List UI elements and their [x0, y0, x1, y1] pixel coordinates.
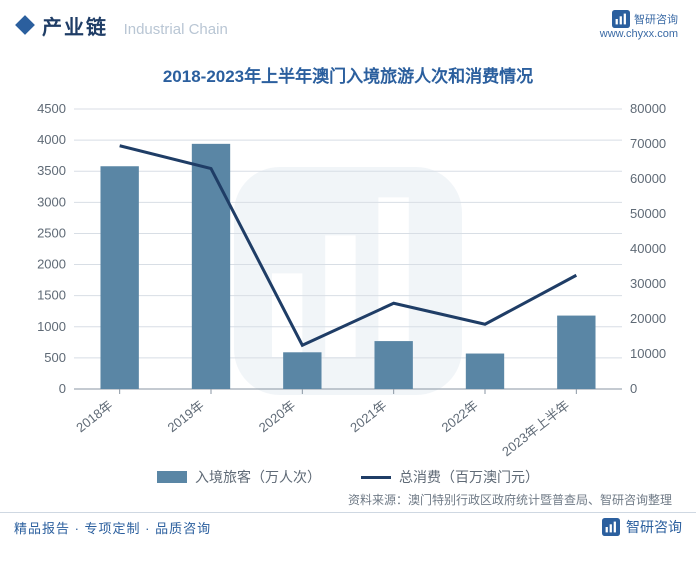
- svg-text:1000: 1000: [37, 319, 66, 334]
- svg-text:4000: 4000: [37, 132, 66, 147]
- svg-text:40000: 40000: [630, 241, 666, 256]
- svg-text:70000: 70000: [630, 136, 666, 151]
- svg-text:0: 0: [630, 381, 637, 396]
- svg-text:4500: 4500: [37, 101, 66, 116]
- footer-logo-icon: [602, 518, 620, 536]
- svg-text:1500: 1500: [37, 288, 66, 303]
- brand-logo-icon: [612, 10, 630, 28]
- svg-text:500: 500: [44, 350, 66, 365]
- chart-container: 2018-2023年上半年澳门入境旅游人次和消费情况 0 500 1000 1500 2…: [0, 46, 696, 508]
- svg-text:2021年: 2021年: [347, 398, 389, 436]
- svg-text:50000: 50000: [630, 206, 666, 221]
- legend-swatch-line-icon: [361, 476, 391, 479]
- svg-text:0: 0: [59, 381, 66, 396]
- legend-label-bars: 入境旅客（万人次）: [195, 467, 321, 487]
- svg-text:3000: 3000: [37, 194, 66, 209]
- page-footer: 精品报告 · 专项定制 · 品质咨询 智研咨询: [0, 512, 696, 537]
- chart-legend: 入境旅客（万人次） 总消费（百万澳门元）: [10, 461, 686, 491]
- svg-text:2000: 2000: [37, 257, 66, 272]
- legend-label-line: 总消费（百万澳门元）: [399, 467, 539, 487]
- diamond-bullet-icon: [15, 15, 35, 35]
- chart-plot: 0 500 1000 1500 2000 2500 3000 3500 4000 4500 0 100…: [18, 101, 678, 461]
- footer-brand-name: 智研咨询: [626, 517, 682, 537]
- svg-text:2019年: 2019年: [165, 398, 207, 436]
- svg-text:30000: 30000: [630, 276, 666, 291]
- legend-item-line: 总消费（百万澳门元）: [361, 467, 539, 487]
- footer-brand: 智研咨询: [602, 517, 682, 537]
- svg-text:20000: 20000: [630, 311, 666, 326]
- legend-swatch-bar-icon: [157, 471, 187, 483]
- brand-url: www.chyxx.com: [600, 28, 678, 40]
- svg-text:80000: 80000: [630, 101, 666, 116]
- svg-text:2022年: 2022年: [439, 398, 481, 436]
- svg-text:2500: 2500: [37, 225, 66, 240]
- section-title: 产业链 Industrial Chain: [42, 11, 228, 40]
- svg-text:2018年: 2018年: [73, 398, 115, 436]
- svg-text:10000: 10000: [630, 346, 666, 361]
- section-title-cn: 产业链: [42, 17, 108, 39]
- footer-tagline: 精品报告 · 专项定制 · 品质咨询: [14, 518, 211, 537]
- section-heading: 产业链 Industrial Chain: [18, 11, 228, 40]
- section-title-en: Industrial Chain: [124, 21, 228, 38]
- legend-item-bars: 入境旅客（万人次）: [157, 467, 321, 487]
- brand-block: 智研咨询 www.chyxx.com: [600, 10, 678, 40]
- data-source: 资料来源：澳门特别行政区政府统计暨普查局、智研咨询整理: [10, 491, 686, 508]
- chart-title: 2018-2023年上半年澳门入境旅游人次和消费情况: [10, 52, 686, 101]
- brand-name: 智研咨询: [634, 11, 678, 27]
- svg-text:60000: 60000: [630, 171, 666, 186]
- chart-svg: 0 500 1000 1500 2000 2500 3000 3500 4000 4500 0 100…: [18, 101, 678, 461]
- page-header: 产业链 Industrial Chain 智研咨询 www.chyxx.com: [0, 0, 696, 46]
- svg-text:3500: 3500: [37, 163, 66, 178]
- svg-text:2023年上半年: 2023年上半年: [499, 398, 572, 460]
- svg-text:2020年: 2020年: [256, 398, 298, 436]
